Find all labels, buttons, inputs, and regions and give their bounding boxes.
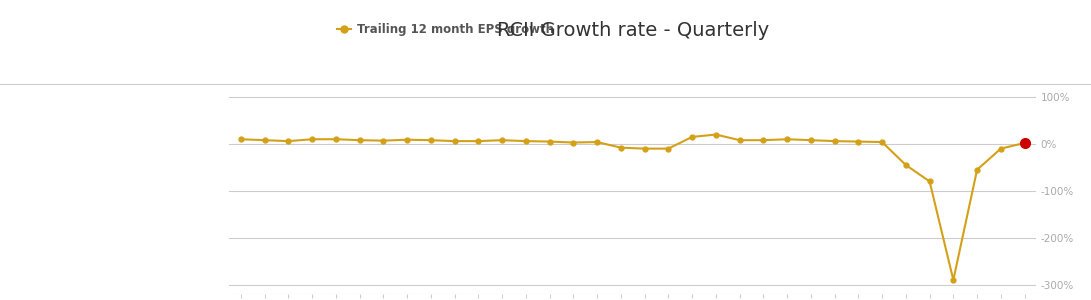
- Legend: Trailing 12 month EPS growth: Trailing 12 month EPS growth: [332, 18, 559, 41]
- Text: RCII Growth rate - Quarterly: RCII Growth rate - Quarterly: [496, 21, 769, 40]
